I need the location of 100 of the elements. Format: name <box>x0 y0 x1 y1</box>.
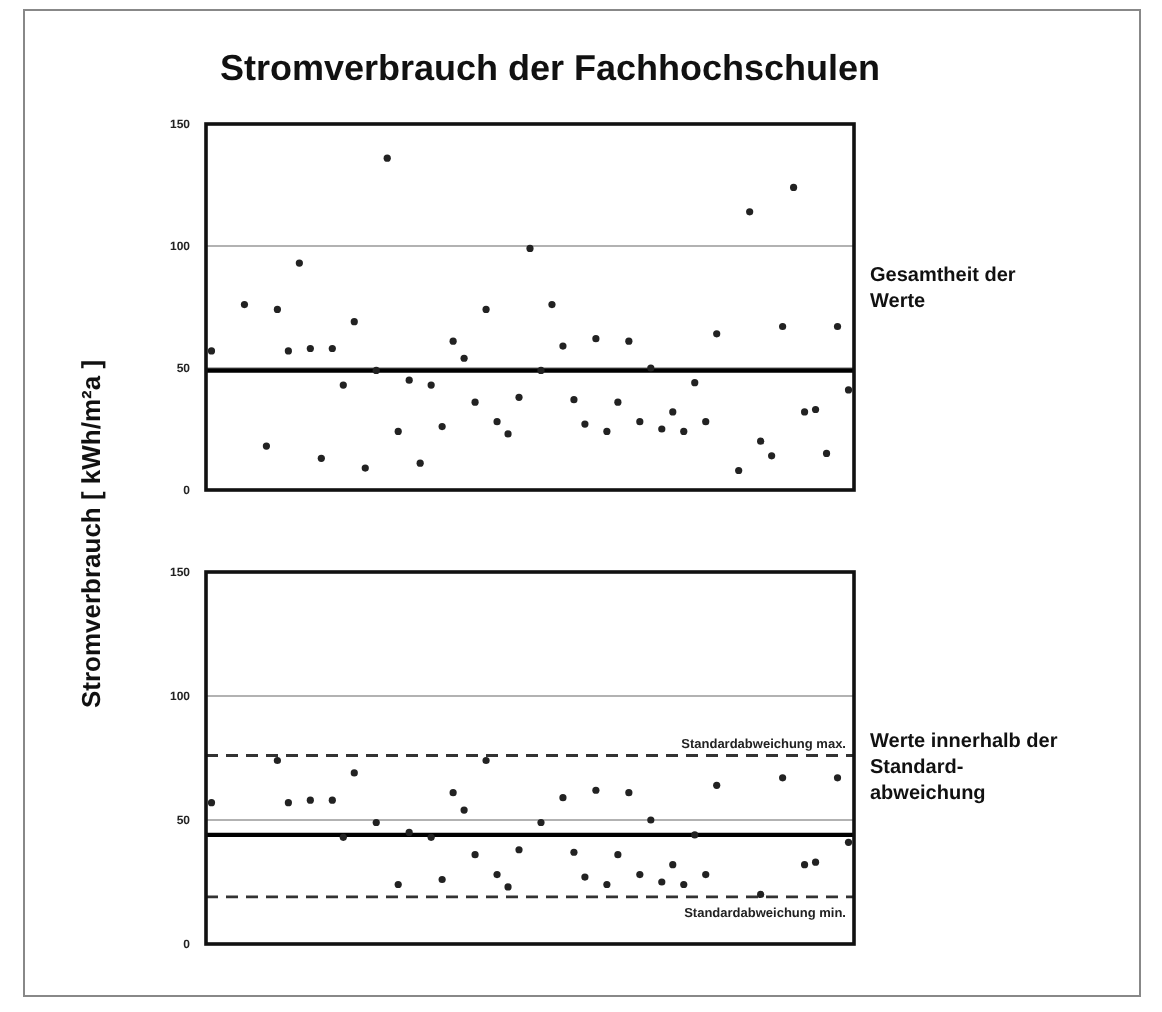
point <box>800 861 809 869</box>
point <box>779 774 787 782</box>
point <box>383 154 391 162</box>
point <box>471 398 479 406</box>
point <box>460 354 468 362</box>
point <box>427 381 435 389</box>
point <box>207 799 216 807</box>
y-axis-title: Stromverbrauch [ kWh/m²a ] <box>76 359 106 709</box>
point <box>273 305 281 314</box>
point <box>735 466 743 475</box>
point <box>757 437 765 445</box>
point <box>789 183 798 192</box>
point <box>548 300 556 309</box>
point <box>603 427 611 436</box>
point <box>240 300 249 309</box>
point <box>702 870 710 879</box>
point <box>691 831 699 839</box>
point <box>559 794 567 802</box>
point <box>537 366 545 375</box>
point <box>339 833 347 841</box>
point <box>581 420 589 428</box>
point <box>537 818 545 827</box>
point <box>614 398 622 406</box>
point <box>647 364 655 372</box>
point <box>592 786 600 794</box>
point <box>680 880 688 889</box>
point <box>306 344 314 353</box>
point <box>361 464 369 472</box>
point <box>800 408 809 416</box>
point <box>811 405 820 414</box>
point <box>833 774 842 782</box>
point <box>526 244 534 253</box>
point <box>317 454 325 462</box>
point <box>449 789 457 797</box>
point <box>658 425 666 433</box>
point <box>416 459 424 467</box>
point <box>427 833 435 841</box>
point <box>592 335 600 343</box>
point <box>515 393 523 401</box>
point <box>339 381 347 389</box>
point <box>811 858 820 866</box>
point <box>844 838 853 846</box>
point <box>493 418 501 426</box>
point <box>746 208 754 216</box>
point <box>482 305 490 314</box>
point <box>822 449 831 457</box>
point <box>625 789 633 797</box>
point <box>504 883 512 891</box>
point <box>515 846 523 854</box>
point <box>295 259 303 267</box>
point <box>833 322 842 331</box>
point <box>284 799 292 807</box>
point <box>262 442 271 450</box>
point <box>691 379 699 387</box>
point <box>702 418 710 426</box>
point <box>559 342 567 350</box>
point <box>647 816 655 824</box>
point <box>350 769 358 777</box>
point <box>680 427 688 436</box>
point <box>284 347 292 355</box>
point <box>207 347 216 355</box>
point <box>482 756 490 765</box>
point <box>504 430 512 438</box>
point <box>658 878 666 886</box>
point <box>779 322 787 331</box>
point <box>844 386 853 394</box>
point <box>438 422 446 431</box>
point <box>394 880 402 889</box>
point <box>603 880 611 889</box>
point <box>625 337 633 345</box>
point <box>405 828 413 836</box>
point <box>636 418 644 426</box>
point <box>713 781 721 789</box>
point <box>581 873 589 881</box>
point <box>570 848 578 856</box>
point <box>449 337 457 345</box>
point <box>405 376 413 384</box>
point <box>471 851 479 859</box>
point <box>669 408 677 416</box>
point <box>438 875 446 884</box>
point <box>350 318 358 326</box>
point <box>570 396 578 404</box>
point <box>273 756 281 765</box>
text: Gesamtheit der Werte <box>870 265 1016 314</box>
point <box>372 818 380 827</box>
point <box>328 344 336 353</box>
point <box>394 427 402 436</box>
point <box>372 366 380 375</box>
point <box>713 330 721 338</box>
point <box>493 870 501 879</box>
text: Werte innerhalb der Standard- abweichung <box>870 730 1058 805</box>
point <box>636 870 644 879</box>
point <box>614 851 622 859</box>
point <box>306 796 314 804</box>
point <box>328 796 336 804</box>
point <box>757 890 765 898</box>
point <box>460 806 468 814</box>
point <box>669 861 677 869</box>
chart-title: Stromverbrauch der Fachhochschulen <box>219 48 881 88</box>
point <box>768 452 776 460</box>
